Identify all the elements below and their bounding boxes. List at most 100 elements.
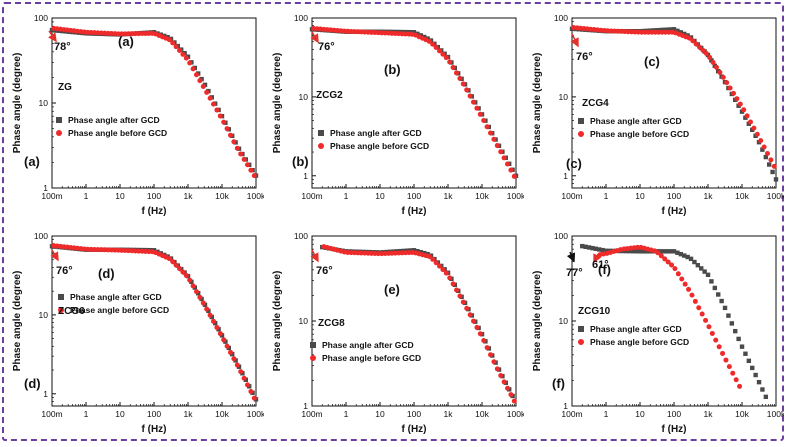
x-tick-label: 10 [635, 409, 645, 419]
annotation-arrow [310, 249, 319, 263]
chart-d: 100m 1 10 100 1k 10k 100k 1 10 100 f (Hz) Phase ang… [12, 231, 266, 435]
x-tick-label: 1 [84, 191, 89, 201]
data-point [729, 321, 735, 326]
data-point [447, 59, 453, 65]
data-point [433, 45, 439, 51]
data-point [187, 277, 193, 283]
panel-label-top: (a) [118, 34, 134, 49]
data-point [251, 173, 257, 179]
x-tick-label: 10 [115, 191, 125, 201]
series-after-gcd [309, 27, 519, 178]
data-point [717, 69, 723, 75]
legend-marker-before [578, 131, 584, 137]
data-point [505, 385, 511, 391]
x-tick-label: 100m [561, 191, 582, 201]
data-point [440, 267, 446, 273]
panel-label-top: (e) [384, 282, 400, 297]
x-tick-label: 100 [667, 191, 681, 201]
sample-label: ZCG2 [316, 90, 343, 101]
y-tick-label: 1 [303, 171, 308, 181]
data-point [703, 317, 709, 323]
data-point [665, 27, 670, 32]
data-point [170, 40, 176, 46]
data-point [211, 101, 216, 107]
data-point [692, 298, 698, 304]
panel-label-bottom: (a) [24, 154, 40, 169]
data-point [697, 44, 702, 50]
data-point [658, 249, 663, 254]
data-point [170, 259, 176, 265]
data-point [662, 256, 668, 262]
chart-b: 100m 1 10 100 1k 10k 100k 1 10 100 f (Hz) Phase ang… [272, 13, 526, 217]
data-point [748, 119, 753, 125]
data-point [675, 28, 680, 34]
data-point [733, 328, 738, 334]
legend-marker-before [578, 339, 584, 345]
data-point [426, 254, 432, 260]
data-point [773, 177, 779, 182]
data-point [426, 38, 432, 44]
data-point [661, 249, 667, 254]
data-point [430, 256, 436, 262]
data-point [241, 375, 247, 381]
legend: Phase angle after GCD Phase angle before … [578, 324, 689, 347]
x-tick-label: 10k [215, 409, 229, 419]
legend: Phase angle after GCD Phase angle before … [310, 340, 421, 363]
data-point [737, 101, 743, 107]
x-tick-label: 100k [767, 409, 784, 419]
data-point [477, 331, 483, 337]
data-point [751, 125, 757, 131]
x-tick-label: 10 [635, 191, 645, 201]
data-point [700, 47, 706, 53]
data-point [180, 51, 186, 57]
data-point [505, 161, 510, 167]
data-point [173, 44, 179, 50]
x-tick-label: 1k [704, 191, 714, 201]
data-point [658, 27, 663, 33]
legend-marker-after [310, 342, 316, 348]
data-point [194, 72, 199, 78]
data-point [675, 271, 681, 277]
data-point [672, 266, 678, 272]
data-point [166, 256, 172, 262]
data-point [443, 270, 449, 276]
annotation-arrow [570, 33, 579, 48]
data-point [736, 336, 741, 342]
data-point [753, 372, 758, 378]
y-tick-label: 100 [294, 231, 308, 241]
sample-label: ZCG6 [58, 306, 85, 317]
y-axis-title: Phase angle (degree) [272, 271, 283, 372]
data-point [467, 312, 473, 318]
x-tick-label: 100m [41, 409, 62, 419]
data-point [241, 156, 247, 162]
annotation-angle: 76° [576, 51, 593, 63]
data-point [763, 394, 769, 400]
data-point [707, 54, 713, 60]
y-tick-label: 1 [43, 183, 48, 193]
legend-marker-before [318, 143, 324, 149]
y-tick-label: 10 [299, 92, 309, 102]
data-point [460, 81, 466, 87]
legend-label-before: Phase angle before GCD [330, 141, 429, 151]
data-point [637, 249, 643, 254]
y-axis-title: Phase angle (degree) [532, 271, 543, 372]
panel-label-bottom: (b) [292, 154, 309, 169]
data-point [474, 324, 480, 330]
panel-a: 100m 1 10 100 1k 10k 100k 1 10 100 f (Hz) Phase ang… [6, 8, 266, 223]
data-point [713, 337, 719, 343]
data-point [665, 249, 670, 254]
data-point [671, 27, 677, 32]
annotation-arrow [566, 251, 576, 263]
data-point [245, 162, 250, 168]
x-tick-label: 10 [375, 409, 385, 419]
data-point [689, 292, 695, 298]
data-point [634, 249, 639, 254]
y-tick-label: 1 [563, 401, 568, 411]
y-tick-label: 100 [554, 231, 568, 241]
data-point [709, 279, 714, 284]
data-point [760, 387, 765, 392]
data-point [756, 379, 762, 385]
data-point [739, 344, 745, 349]
data-point [661, 27, 666, 33]
sample-label: ZCG8 [318, 318, 345, 329]
